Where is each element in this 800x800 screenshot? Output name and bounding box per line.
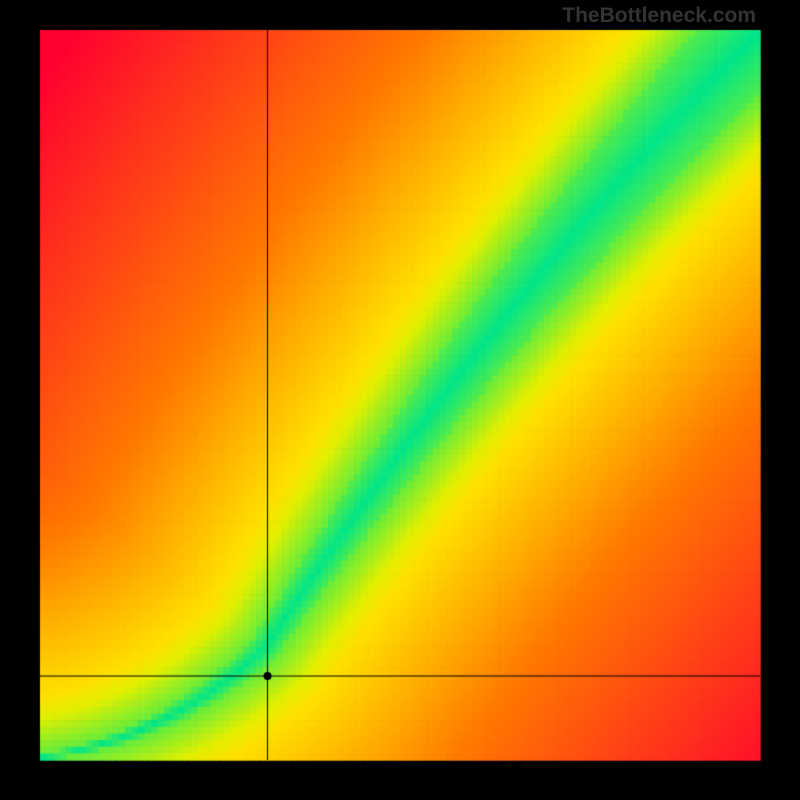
attribution-text: TheBottleneck.com (562, 4, 756, 28)
chart-container: { "attribution": { "text": "TheBottlenec… (0, 0, 800, 800)
bottleneck-heatmap (0, 0, 800, 800)
